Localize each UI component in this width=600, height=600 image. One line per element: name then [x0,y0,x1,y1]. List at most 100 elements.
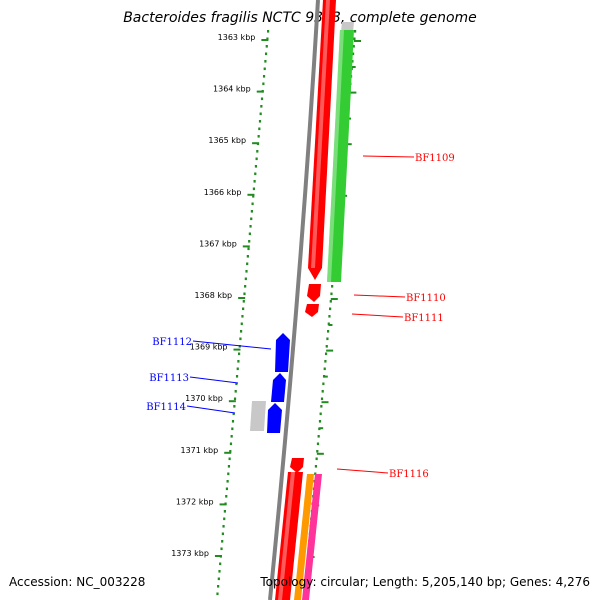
ruler-dot [262,75,266,78]
ruler-dot [217,585,220,588]
ruler-dot [250,210,253,213]
ruler-dot [246,262,249,266]
ruler-dot [264,60,267,63]
gene-label-BF1116: BF1116 [336,468,429,480]
ruler-dot [314,465,318,468]
grey-feature-top [341,22,354,32]
ruler-dot [216,592,219,596]
ruler-dot [246,255,249,258]
gene-name: BF1114 [146,402,186,413]
pink-feature-band [302,474,322,600]
ruler-dot [226,480,229,483]
ruler-dot [331,285,334,288]
genome-summary: Topology: circular; Length: 5,205,140 bp… [260,575,590,589]
ruler-dot [314,472,317,476]
ruler-dot [351,52,355,56]
reverse-gene-BF1116 [290,458,304,473]
green-feature-highlight [327,30,344,282]
gene-leader-line [186,405,236,414]
ruler-dot [225,495,228,498]
ruler-dot [223,517,226,521]
ruler-dot [255,157,258,161]
gene-label-BF1110: BF1110 [353,293,446,304]
ruler-dot [236,367,239,371]
gene-name: BF1112 [152,337,192,348]
ruler-dot [250,217,253,221]
reverse-gene-lower [275,472,303,600]
gene-name: BF1110 [406,293,446,304]
map-title: Bacteroides fragilis NCTC 9343, complete… [123,10,477,26]
gene-label-BF1109: BF1109 [362,153,455,164]
ruler-dot [330,292,333,296]
ruler-dot [225,487,229,491]
ruler-dot [323,367,326,371]
gene-leader-line [353,294,406,298]
ruler-dot [240,330,243,333]
gene-label-BF1113: BF1113 [149,373,239,384]
gene-leader-line [189,376,239,384]
ruler-dot [237,352,241,356]
ruler-dot [258,120,262,123]
ruler-dot [235,382,238,386]
ruler-dot [244,285,247,288]
ruler-dot [263,67,266,71]
ruler-dot [218,570,221,573]
ruler-dot [252,187,256,191]
ruler-dot [260,97,264,101]
label-layer: BF1109 BF1110 BF1111 BF1112 BF1113 BF1114 BF11… [146,153,455,480]
gene-name: BF1116 [389,469,429,480]
ruler-dot [318,420,322,423]
ruler-dot [244,277,247,281]
reverse-gene-lower-highlight [278,472,295,600]
ruler-dot [321,390,324,393]
ruler-dot [240,322,243,326]
ruler-dot [237,360,240,363]
ruler-tick-label: 1367 kbp [199,239,237,248]
orange-feature-band [294,474,314,600]
ruler-dot [234,390,237,393]
gene-leader-line [362,155,415,158]
gene-leader-line [192,340,272,350]
forward-gene-BF1114 [267,403,282,433]
ruler-dot [329,307,332,311]
ruler-dot [317,435,320,438]
ruler-dot [242,300,245,303]
ruler-dot [232,412,235,416]
gene-name: BF1111 [404,313,444,324]
ruler-dot [251,202,254,206]
ruler-dot [329,300,332,303]
ruler-tick-label: 1363 kbp [218,33,256,42]
reverse-gene-BF1109 [308,0,336,280]
ruler-dot [233,405,236,408]
ruler-layer: 1363 kbp 1364 kbp 1365 kbp 1366 kbp 1367 kbp… [171,30,362,596]
ruler-dot [238,345,241,348]
ruler-dot [220,547,223,551]
ruler-dot [320,397,324,401]
ruler-dot [230,435,233,438]
ruler-dot [254,172,257,176]
ruler-tick-label: 1369 kbp [190,343,228,352]
ruler-dot [326,337,329,341]
ruler-dot [319,412,322,416]
ruler-dot [267,30,270,33]
ruler-dot [221,532,224,536]
ruler-dot [245,270,248,273]
forward-gene-BF1113 [271,373,286,402]
gene-name: BF1113 [149,373,189,384]
ruler-tick-label: 1366 kbp [204,188,242,197]
gene-label-BF1112: BF1112 [152,337,272,350]
ruler-dot [247,247,250,251]
ruler-dot [241,315,244,318]
ruler-dot [327,322,330,326]
ruler-dot [260,105,263,108]
ruler-dot [249,225,252,228]
ruler-dot [315,457,318,461]
ruler-dot [233,397,237,401]
ruler-dot [228,457,231,461]
ruler-dot [239,337,242,341]
ruler-tick-label: 1372 kbp [176,497,214,506]
ruler-dot [353,37,356,41]
ruler-dot [254,165,258,168]
reverse-gene-highlight [311,0,330,268]
